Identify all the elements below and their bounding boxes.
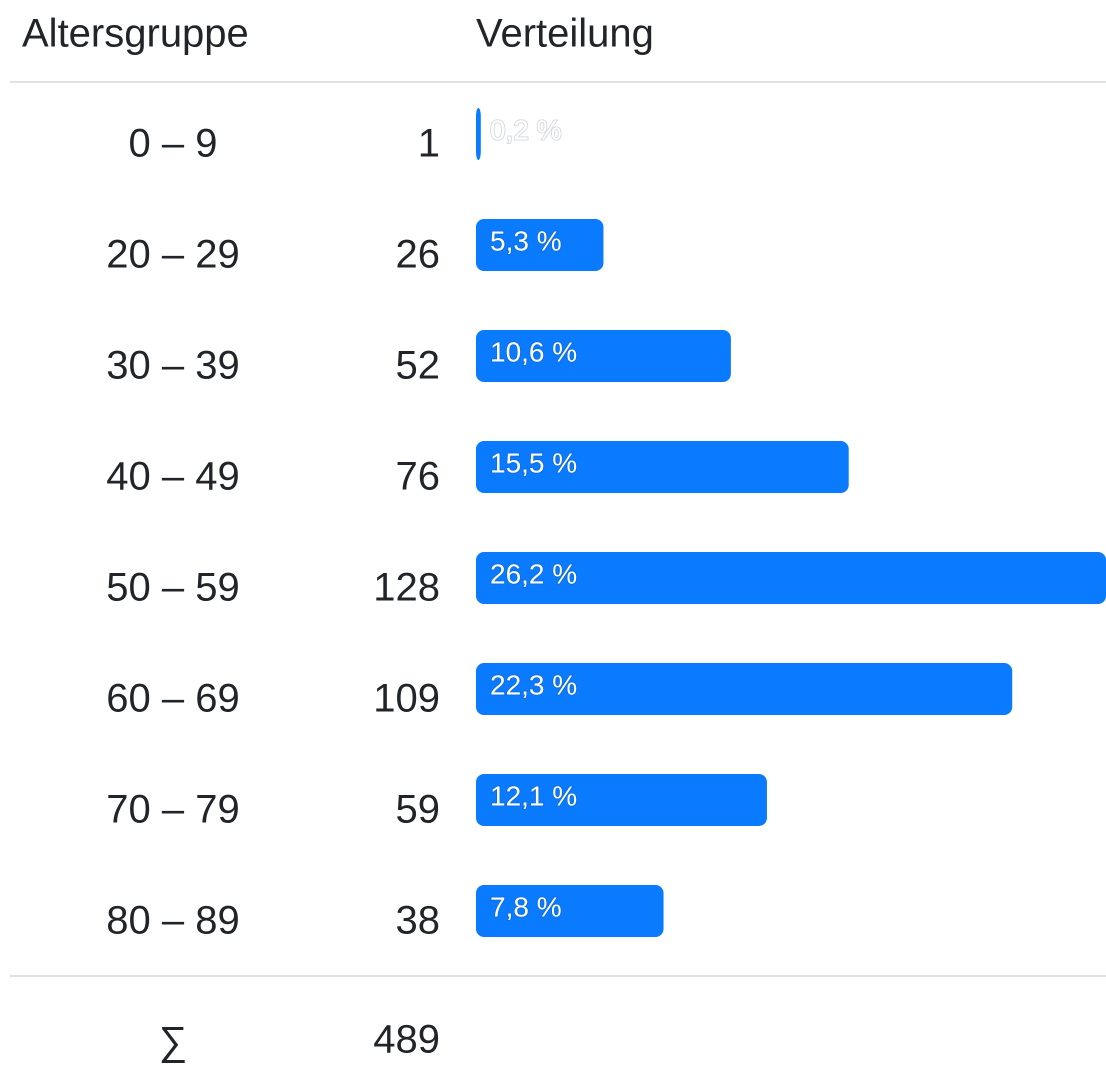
bar-label: 12,1 %: [490, 780, 577, 811]
bar: [476, 663, 1013, 715]
age-group: 80 – 89: [106, 899, 239, 943]
count: 128: [373, 566, 440, 610]
count: 38: [396, 899, 441, 943]
age-group: 20 – 29: [106, 233, 239, 277]
bar: [476, 108, 481, 160]
bar: [476, 441, 849, 493]
bar: [476, 219, 604, 271]
bar-label: 22,3 %: [490, 669, 577, 700]
age-group: 50 – 59: [106, 566, 239, 610]
bar-label: 15,5 %: [490, 447, 577, 478]
count: 26: [396, 233, 441, 277]
total-symbol: ∑: [159, 1020, 188, 1064]
count: 76: [396, 455, 441, 499]
age-group: 70 – 79: [106, 788, 239, 832]
header-distribution: Verteilung: [476, 12, 654, 56]
bar-label: 26,2 %: [490, 558, 577, 589]
bar: [476, 885, 664, 937]
bar-label: 5,3 %: [490, 225, 562, 256]
bar-label: 0,2 %: [490, 114, 562, 145]
bar: [476, 552, 1106, 604]
count: 59: [396, 788, 441, 832]
bar: [476, 330, 731, 382]
count: 1: [418, 122, 440, 166]
bar-label: 10,6 %: [490, 336, 577, 367]
total-count: 489: [373, 1018, 440, 1062]
age-group: 40 – 49: [106, 455, 239, 499]
count: 52: [396, 344, 441, 388]
age-group: 60 – 69: [106, 677, 239, 721]
age-group: 0 – 9: [129, 122, 218, 166]
age-group: 30 – 39: [106, 344, 239, 388]
bar-label: 7,8 %: [490, 891, 562, 922]
bar: [476, 774, 767, 826]
header-age-group: Altersgruppe: [22, 12, 249, 56]
count: 109: [373, 677, 440, 721]
